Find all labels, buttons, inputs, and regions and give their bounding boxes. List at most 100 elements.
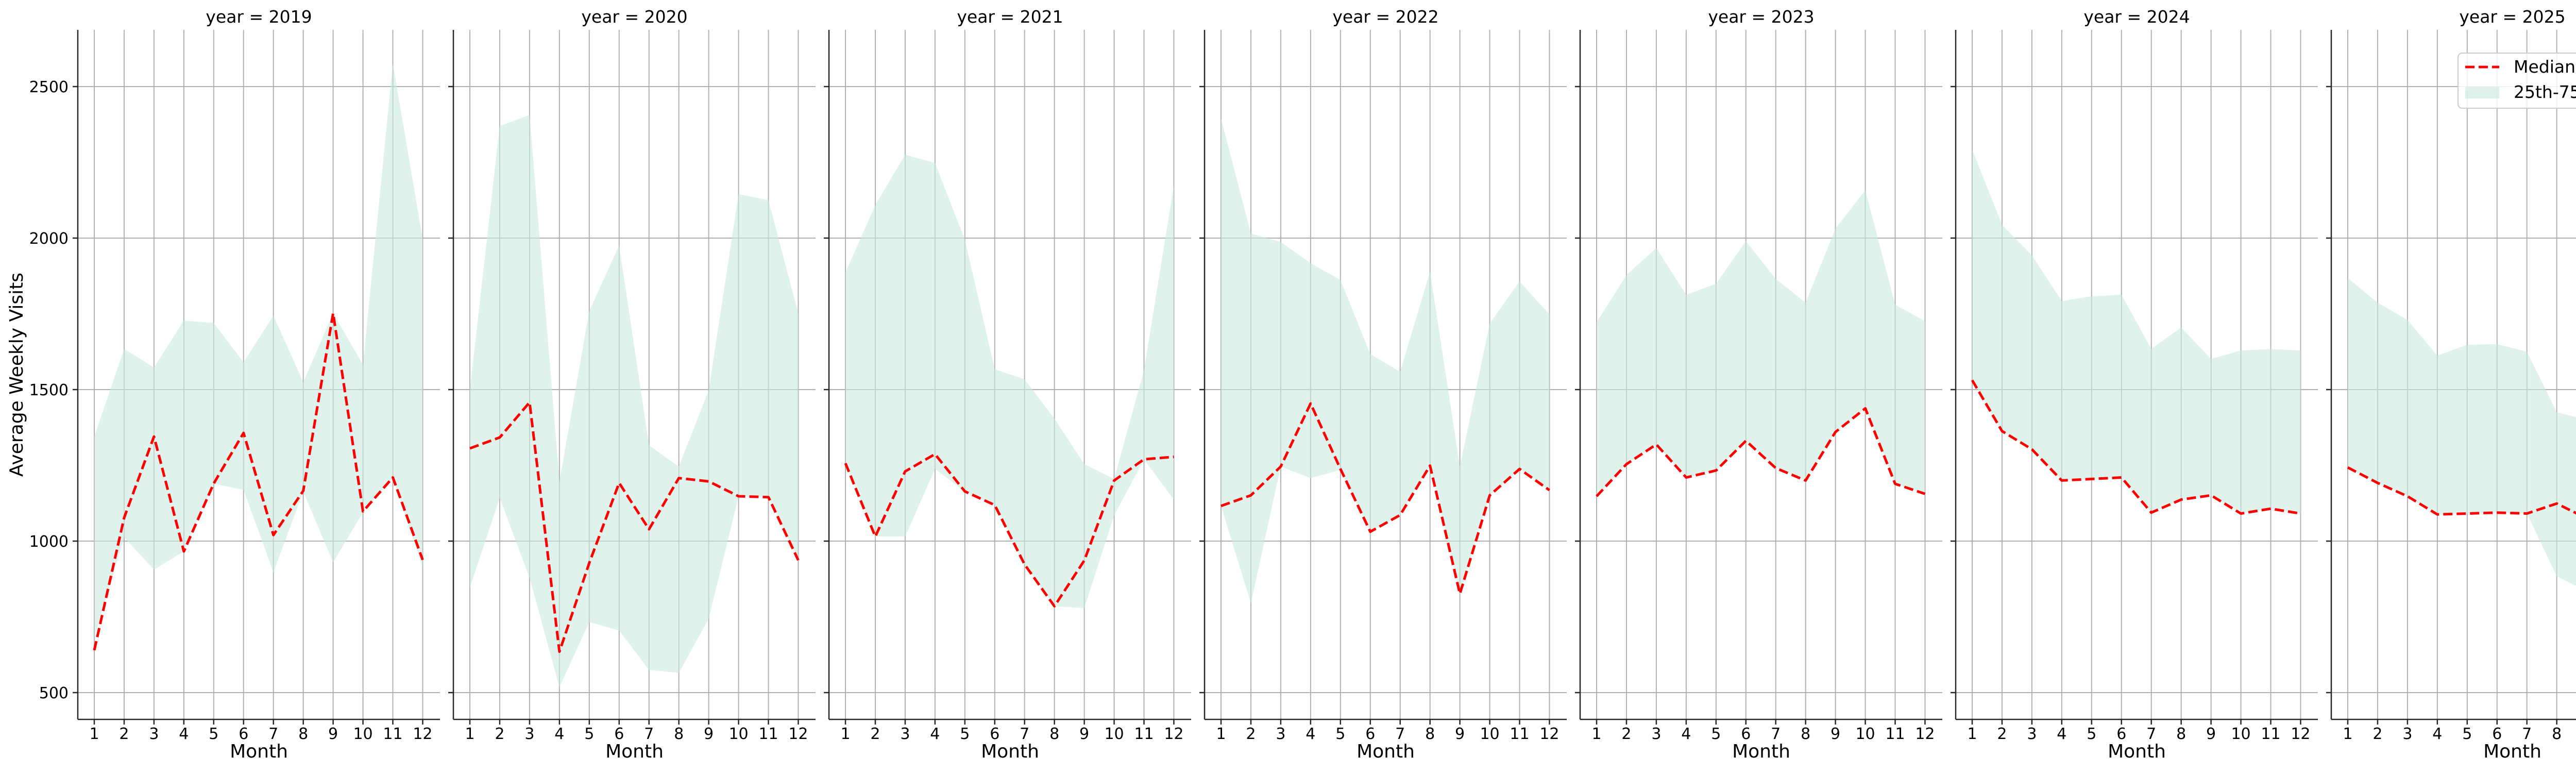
x-tick-label: 3 — [2402, 725, 2412, 743]
panel-title: year = 2025 — [2459, 7, 2565, 27]
x-tick-label: 7 — [2146, 725, 2156, 743]
x-tick-label: 4 — [2432, 725, 2442, 743]
x-tick-label: 1 — [1216, 725, 1226, 743]
x-tick-label: 1 — [1591, 725, 1601, 743]
y-tick-label: 2000 — [29, 230, 69, 248]
x-axis-label: Month — [2483, 741, 2541, 762]
panel-title: year = 2022 — [1332, 7, 1438, 27]
x-tick-label: 10 — [2231, 725, 2250, 743]
percentile-band — [1221, 119, 1550, 603]
x-tick-label: 2 — [870, 725, 880, 743]
median-line — [2347, 466, 2576, 516]
x-tick-label: 12 — [1915, 725, 1935, 743]
x-tick-label: 4 — [179, 725, 189, 743]
x-tick-label: 5 — [2087, 725, 2096, 743]
x-tick-label: 8 — [1049, 725, 1059, 743]
x-tick-label: 11 — [1134, 725, 1154, 743]
x-tick-label: 4 — [554, 725, 564, 743]
percentile-band — [94, 63, 423, 638]
x-tick-label: 12 — [1539, 725, 1559, 743]
x-tick-label: 5 — [584, 725, 594, 743]
x-tick-label: 3 — [900, 725, 910, 743]
x-axis-label: Month — [605, 741, 664, 762]
x-axis-label: Month — [1357, 741, 1415, 762]
x-axis-label: Month — [2108, 741, 2166, 762]
median-line — [469, 401, 800, 653]
median-line — [1596, 407, 1926, 497]
x-tick-label: 12 — [1164, 725, 1183, 743]
y-tick-label: 1000 — [29, 533, 69, 551]
x-tick-label: 10 — [728, 725, 748, 743]
x-tick-label: 10 — [353, 725, 372, 743]
percentile-band — [2348, 278, 2576, 586]
x-tick-label: 3 — [149, 725, 159, 743]
percentile-band — [845, 155, 1174, 608]
x-tick-label: 11 — [758, 725, 778, 743]
x-tick-label: 1 — [1967, 725, 1977, 743]
x-axis-label: Month — [230, 741, 288, 762]
median-line — [844, 452, 1174, 608]
x-axis-label: Month — [981, 741, 1039, 762]
x-tick-label: 11 — [383, 725, 402, 743]
x-tick-label: 6 — [2492, 725, 2502, 743]
x-tick-label: 11 — [1885, 725, 1905, 743]
legend-band-label: 25th-75th Percentile — [2514, 82, 2576, 102]
x-tick-label: 9 — [1831, 725, 1840, 743]
x-tick-label: 7 — [644, 725, 654, 743]
x-tick-label: 6 — [990, 725, 999, 743]
y-tick-label: 2500 — [29, 78, 69, 96]
x-tick-label: 8 — [674, 725, 684, 743]
x-tick-label: 4 — [2057, 725, 2066, 743]
legend-median-label: Median — [2514, 57, 2575, 77]
x-tick-label: 4 — [1681, 725, 1691, 743]
x-tick-label: 4 — [930, 725, 940, 743]
x-tick-label: 7 — [1395, 725, 1405, 743]
y-axis-label: Average Weekly Visits — [6, 273, 27, 477]
x-tick-label: 6 — [1741, 725, 1751, 743]
median-line — [93, 312, 424, 651]
x-tick-label: 8 — [298, 725, 308, 743]
x-tick-label: 10 — [1104, 725, 1124, 743]
y-tick-label: 500 — [39, 684, 69, 702]
x-tick-label: 5 — [1711, 725, 1721, 743]
x-tick-label: 9 — [328, 725, 338, 743]
legend-band-swatch-icon — [2465, 87, 2499, 98]
x-tick-label: 10 — [1480, 725, 1499, 743]
x-tick-label: 2 — [2372, 725, 2382, 743]
x-tick-label: 1 — [465, 725, 474, 743]
x-tick-label: 7 — [268, 725, 278, 743]
x-tick-label: 11 — [1510, 725, 1529, 743]
x-tick-label: 10 — [1855, 725, 1875, 743]
x-tick-label: 3 — [1651, 725, 1661, 743]
x-axis-label: Month — [1732, 741, 1790, 762]
x-tick-label: 12 — [2291, 725, 2310, 743]
x-tick-label: 5 — [960, 725, 970, 743]
x-tick-label: 9 — [1079, 725, 1089, 743]
x-tick-label: 1 — [840, 725, 850, 743]
x-tick-label: 3 — [2027, 725, 2037, 743]
panel-title: year = 2023 — [1708, 7, 1814, 27]
x-tick-label: 8 — [2552, 725, 2562, 743]
x-tick-label: 12 — [413, 725, 432, 743]
x-tick-label: 6 — [2116, 725, 2126, 743]
x-tick-label: 6 — [1365, 725, 1375, 743]
x-tick-label: 1 — [2343, 725, 2352, 743]
panel-title: year = 2021 — [957, 7, 1063, 27]
x-tick-label: 5 — [1335, 725, 1345, 743]
x-tick-label: 9 — [1455, 725, 1465, 743]
x-tick-label: 3 — [1276, 725, 1285, 743]
x-tick-label: 5 — [2462, 725, 2472, 743]
x-tick-label: 6 — [239, 725, 248, 743]
x-tick-label: 2 — [1246, 725, 1256, 743]
x-tick-label: 7 — [1771, 725, 1781, 743]
percentile-band — [470, 115, 799, 687]
x-tick-label: 11 — [2261, 725, 2280, 743]
x-tick-label: 2 — [495, 725, 504, 743]
